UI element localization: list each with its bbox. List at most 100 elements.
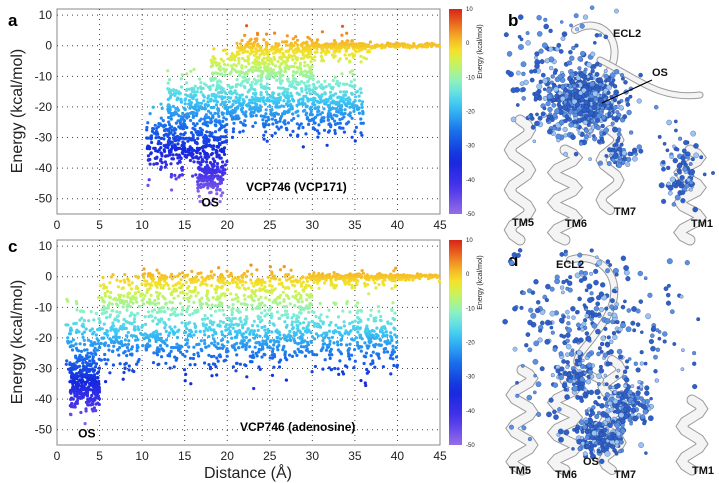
data-point <box>239 103 243 107</box>
data-point <box>215 165 219 169</box>
data-point <box>283 353 287 357</box>
data-point <box>241 326 245 330</box>
data-point <box>173 289 177 293</box>
data-point <box>170 140 174 144</box>
data-point <box>254 82 258 86</box>
data-point <box>117 353 121 357</box>
data-point <box>170 277 174 281</box>
data-point <box>105 306 109 310</box>
data-point <box>394 45 398 50</box>
data-point <box>382 326 386 330</box>
data-point <box>171 306 175 310</box>
data-point <box>179 100 184 104</box>
data-point <box>303 354 308 358</box>
data-point <box>342 93 346 97</box>
data-point <box>221 320 225 324</box>
x-axis-label-c: Distance (Å) <box>204 463 292 482</box>
y-tick-label: -10 <box>35 69 53 83</box>
data-point <box>208 161 212 165</box>
data-point <box>151 126 155 131</box>
data-point <box>186 153 190 157</box>
data-point <box>208 201 213 206</box>
data-point <box>116 285 120 289</box>
data-point <box>221 119 225 123</box>
data-point <box>287 286 291 290</box>
data-point <box>118 362 122 366</box>
data-point <box>308 303 312 307</box>
data-point <box>353 130 357 134</box>
data-point <box>256 109 260 113</box>
data-point <box>367 292 371 296</box>
data-point <box>252 386 256 391</box>
data-point <box>194 330 198 334</box>
data-point <box>294 320 298 324</box>
data-point <box>87 319 91 323</box>
x-ticks-c: 0 5 10 15 20 25 30 35 40 45 <box>54 449 447 463</box>
data-point <box>149 293 153 297</box>
data-point <box>380 46 384 50</box>
data-point <box>305 279 309 283</box>
data-point <box>224 117 228 121</box>
data-point <box>189 131 194 135</box>
data-point <box>84 407 88 411</box>
data-point <box>180 144 184 148</box>
data-point <box>218 200 222 204</box>
data-point <box>173 325 177 329</box>
data-point <box>319 83 324 87</box>
data-point <box>336 121 340 126</box>
data-point <box>231 326 235 330</box>
data-point <box>290 354 295 358</box>
data-point <box>256 79 260 83</box>
data-point <box>89 364 93 368</box>
data-point <box>283 69 287 74</box>
data-point <box>332 55 336 59</box>
data-point <box>302 321 306 325</box>
data-point <box>198 151 202 156</box>
data-point <box>276 86 281 90</box>
data-point <box>212 273 216 277</box>
data-point <box>294 289 298 293</box>
data-point <box>228 112 232 116</box>
data-point <box>147 146 151 150</box>
data-point <box>312 324 316 328</box>
data-point <box>241 98 245 102</box>
data-point <box>94 402 98 406</box>
data-point <box>132 317 137 321</box>
data-point <box>270 330 274 334</box>
data-point <box>315 129 320 133</box>
data-point <box>245 95 249 99</box>
data-point <box>396 276 400 280</box>
data-point <box>161 306 166 310</box>
data-point <box>354 125 358 129</box>
data-point <box>295 353 299 357</box>
data-point <box>332 331 336 335</box>
data-point <box>338 81 342 85</box>
data-point <box>301 53 305 57</box>
data-point <box>169 148 173 152</box>
data-point <box>85 362 89 366</box>
data-point <box>106 358 110 362</box>
data-point <box>215 373 219 377</box>
data-point <box>191 174 195 178</box>
data-point <box>248 345 252 349</box>
data-point <box>294 331 298 335</box>
ligand-sphere <box>616 100 621 105</box>
data-point <box>311 352 315 356</box>
colorbar-tick-label: 0 <box>466 41 470 47</box>
data-point <box>359 60 363 64</box>
data-point <box>391 344 395 348</box>
data-point <box>251 323 255 328</box>
data-point <box>162 128 167 133</box>
data-point <box>129 298 133 302</box>
data-point <box>274 111 278 115</box>
data-point <box>377 283 381 287</box>
data-point <box>389 322 393 326</box>
colorbar-gradient <box>449 240 462 445</box>
data-point <box>197 354 201 358</box>
data-point <box>214 88 218 92</box>
data-point <box>318 325 323 329</box>
data-point <box>316 334 320 338</box>
data-point <box>217 61 221 66</box>
data-point <box>197 179 201 183</box>
data-point <box>356 44 361 49</box>
